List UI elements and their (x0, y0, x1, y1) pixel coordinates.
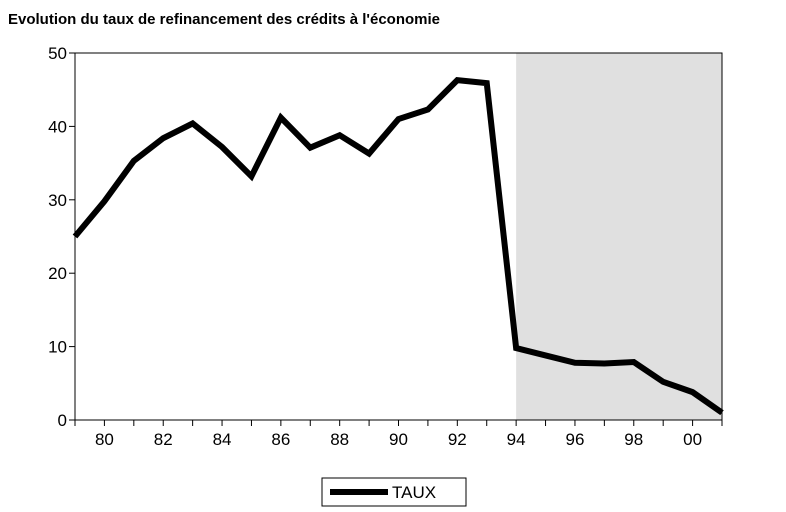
y-tick-label: 40 (48, 117, 67, 136)
data-line (72, 77, 724, 416)
legend-label: TAUX (392, 483, 436, 502)
y-tick-label: 10 (48, 338, 67, 357)
x-tick-label: 00 (683, 430, 702, 449)
x-tick-label: 96 (565, 430, 584, 449)
x-tick-label: 82 (154, 430, 173, 449)
y-tick-label: 0 (58, 411, 67, 430)
x-tick-label: 90 (389, 430, 408, 449)
chart-title: Evolution du taux de refinancement des c… (8, 11, 440, 28)
x-tick-label: 80 (95, 430, 114, 449)
x-tick-label: 84 (213, 430, 232, 449)
x-tick-label: 86 (271, 430, 290, 449)
x-tick-label: 92 (448, 430, 467, 449)
y-tick-label: 30 (48, 191, 67, 210)
x-tick-label: 98 (624, 430, 643, 449)
y-tick-label: 50 (48, 44, 67, 63)
x-tick-label: 94 (507, 430, 526, 449)
x-tick-label: 88 (330, 430, 349, 449)
y-tick-label: 20 (48, 264, 67, 283)
